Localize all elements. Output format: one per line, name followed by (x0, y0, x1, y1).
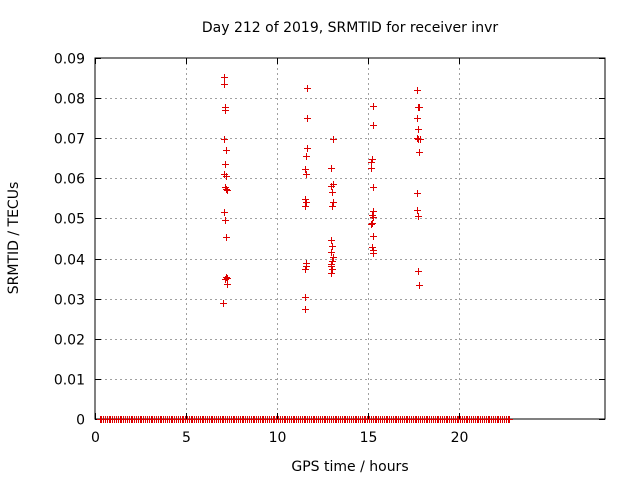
data-point (302, 294, 309, 301)
data-point (223, 173, 230, 180)
data-point (222, 107, 229, 114)
data-point (221, 81, 228, 88)
data-point (370, 103, 377, 110)
tick-labels: 0 0.01 0.02 0.03 0.04 0.05 0.06 0.07 0.08 0.09 0 5 1… (54, 52, 469, 447)
data-point (370, 233, 377, 240)
data-point (302, 203, 309, 210)
chart-title: Day 212 of 2019, SRMTID for receiver inv… (202, 20, 498, 36)
y-tick-label: 0.01 (54, 373, 85, 389)
data-point (416, 149, 423, 156)
data-point (415, 268, 422, 275)
data-point (221, 209, 228, 216)
data-point (224, 187, 231, 194)
data-point (224, 281, 231, 288)
data-point (329, 189, 336, 196)
data-point (370, 250, 377, 257)
x-axis-label: GPS time / hours (291, 459, 408, 475)
y-axis-label: SRMTID / TECUs (6, 182, 22, 295)
data-point (415, 136, 422, 143)
y-tick-label: 0.03 (54, 293, 85, 309)
data-point (303, 199, 310, 206)
data-point (415, 213, 422, 220)
data-point (223, 147, 230, 154)
data-point (330, 199, 337, 206)
data-point (329, 258, 336, 265)
y-tick-label: 0.07 (54, 132, 85, 148)
data-point (368, 221, 375, 228)
x-tick-label: 5 (182, 430, 191, 446)
data-point (370, 122, 377, 129)
data-point (329, 243, 336, 250)
data-point (221, 74, 228, 81)
data-points (97, 74, 513, 423)
data-point (330, 254, 337, 261)
x-tick-label: 20 (451, 430, 469, 446)
data-point (303, 263, 310, 270)
y-tick-label: 0.08 (54, 92, 85, 108)
data-point (328, 263, 335, 270)
data-point (329, 266, 336, 273)
data-point (414, 135, 421, 142)
y-tick-label: 0.04 (54, 253, 85, 269)
data-point (370, 208, 377, 215)
x-tick-label: 10 (269, 430, 287, 446)
zero-point (506, 416, 513, 423)
grid (95, 58, 605, 419)
data-point (415, 126, 422, 133)
data-point (222, 161, 229, 168)
data-point (222, 217, 229, 224)
data-point (368, 159, 375, 166)
data-point (368, 165, 375, 172)
data-point (328, 249, 335, 256)
data-point (303, 153, 310, 160)
y-tick-label: 0 (76, 413, 85, 429)
x-tick-label: 0 (91, 430, 100, 446)
data-point (304, 85, 311, 92)
data-point (223, 186, 230, 193)
data-point (414, 190, 421, 197)
data-point (302, 266, 309, 273)
data-point (415, 104, 422, 111)
data-point (304, 115, 311, 122)
data-point (221, 136, 228, 143)
data-point (302, 166, 309, 173)
y-tick-label: 0.06 (54, 172, 85, 188)
data-point (328, 270, 335, 277)
y-tick-label: 0.09 (54, 52, 85, 68)
data-point (222, 276, 229, 283)
data-point (369, 156, 376, 163)
data-point (370, 184, 377, 191)
data-point (302, 306, 309, 313)
data-point (223, 234, 230, 241)
y-tick-label: 0.02 (54, 333, 85, 349)
data-point (369, 220, 376, 227)
data-point (328, 165, 335, 172)
data-point (303, 171, 310, 178)
data-point (302, 196, 309, 203)
data-point (414, 115, 421, 122)
data-point (414, 87, 421, 94)
x-tick-label: 15 (360, 430, 378, 446)
data-point (370, 214, 377, 221)
data-point (328, 183, 335, 190)
data-point (369, 244, 376, 251)
data-point (329, 203, 336, 210)
data-point (304, 145, 311, 152)
data-point (328, 237, 335, 244)
data-point (414, 207, 421, 214)
y-tick-label: 0.05 (54, 212, 85, 228)
data-point (330, 136, 337, 143)
data-point (416, 282, 423, 289)
data-point (220, 300, 227, 307)
